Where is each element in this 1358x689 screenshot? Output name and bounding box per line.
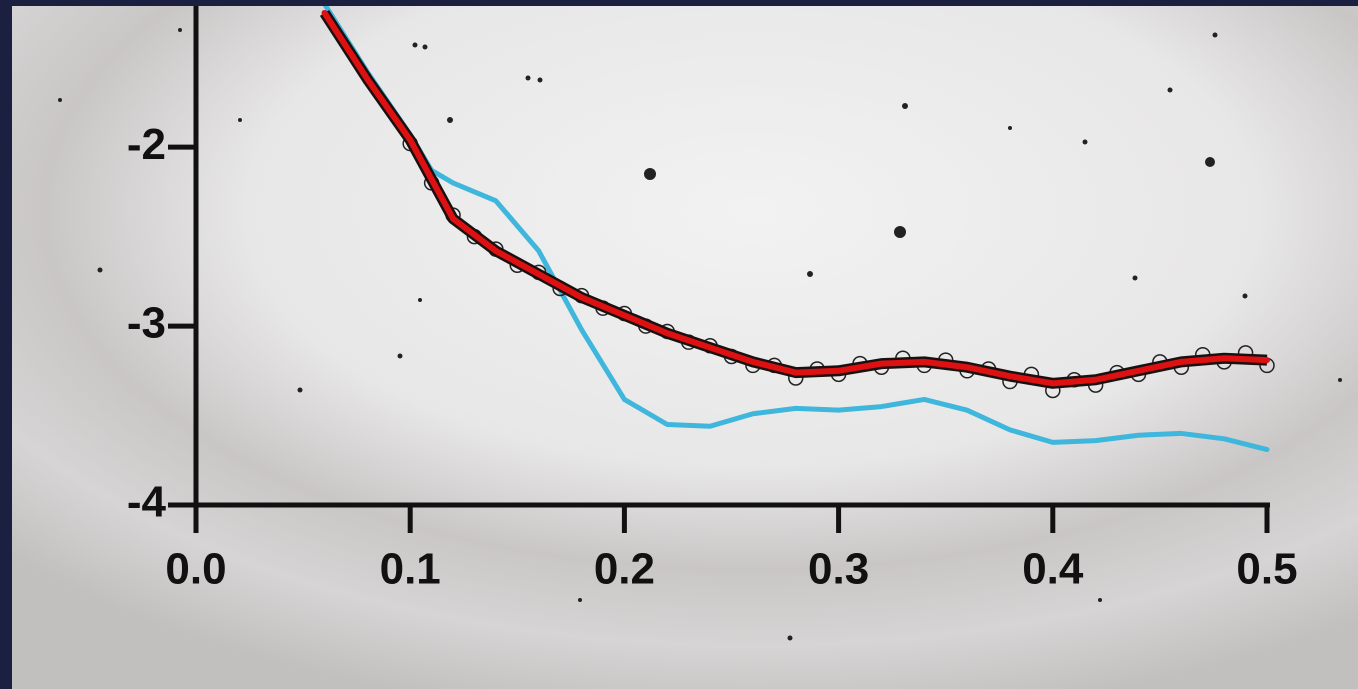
x-tick-label: 0.2 (594, 545, 655, 594)
x-tick-label: 0.1 (380, 545, 441, 594)
y-tick-label: -4 (127, 478, 167, 527)
x-tick-label: 0.3 (808, 545, 869, 594)
plot-area (319, 6, 1275, 453)
y-tick-label: -2 (127, 120, 166, 169)
line (322, 6, 1270, 453)
diffraction-spots (58, 28, 1342, 641)
x-tick-label: 0.0 (165, 545, 226, 594)
x-tick-label: 0.5 (1236, 545, 1297, 594)
x-tick-label: 0.4 (1022, 545, 1084, 594)
y-tick-label: -3 (127, 299, 166, 348)
line (321, 9, 1270, 387)
